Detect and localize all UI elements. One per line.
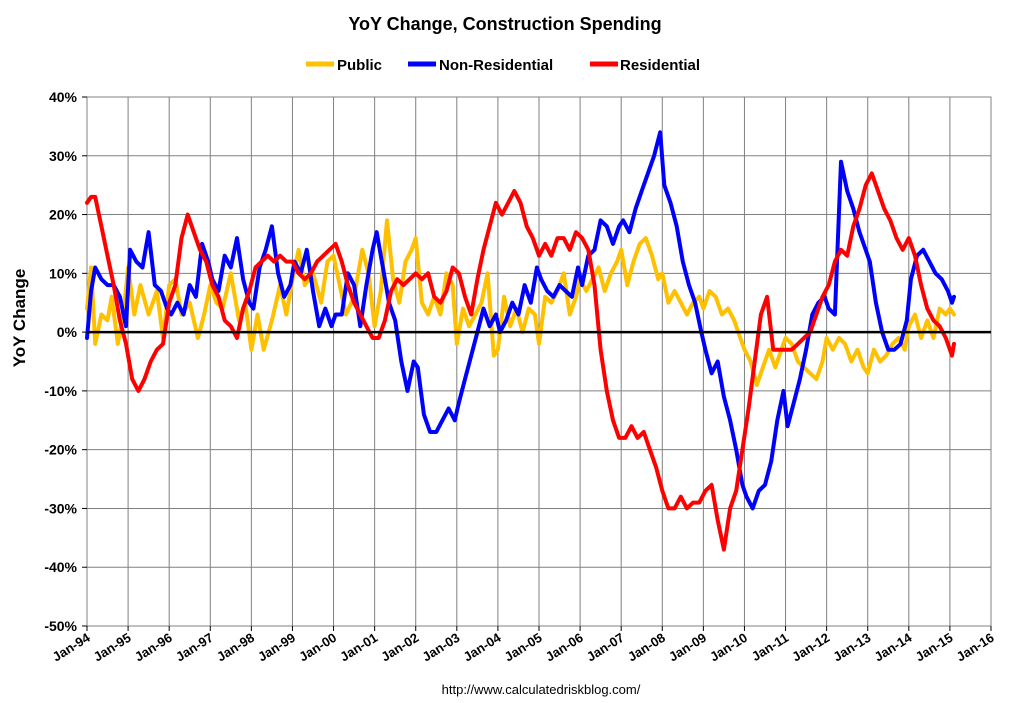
series-line-public [85, 218, 956, 387]
x-tick-label: Jan-14 [872, 629, 916, 664]
x-tick-label: Jan-99 [255, 630, 298, 665]
x-tick-label: Jan-09 [666, 630, 709, 665]
x-tick-label: Jan-97 [173, 630, 216, 665]
x-tick-label: Jan-96 [132, 630, 175, 665]
x-tick-label: Jan-15 [913, 630, 956, 665]
x-axis-ticks: Jan-94Jan-95Jan-96Jan-97Jan-98Jan-99Jan-… [50, 626, 997, 664]
x-tick-label: Jan-11 [749, 630, 791, 664]
series-line-non-residential [85, 130, 956, 511]
source-url: http://www.calculatedriskblog.com/ [442, 682, 641, 697]
y-axis-label: YoY Change [10, 269, 29, 368]
y-tick-label: -40% [44, 559, 77, 575]
x-gridlines [86, 97, 992, 626]
x-tick-label: Jan-13 [830, 630, 873, 665]
x-tick-label: Jan-98 [214, 630, 257, 665]
x-tick-label: Jan-94 [50, 629, 94, 664]
x-tick-label: Jan-00 [296, 630, 339, 665]
x-tick-label: Jan-02 [378, 630, 421, 665]
y-tick-label: -20% [44, 442, 77, 458]
x-tick-label: Jan-07 [584, 630, 627, 665]
y-tick-label: 0% [57, 324, 78, 340]
chart-title: YoY Change, Construction Spending [348, 14, 661, 34]
x-tick-label: Jan-01 [337, 630, 380, 665]
x-tick-label: Jan-10 [707, 630, 750, 665]
x-tick-label: Jan-04 [461, 629, 505, 664]
x-tick-label: Jan-08 [625, 630, 668, 665]
y-tick-label: -50% [44, 618, 77, 634]
x-tick-label: Jan-95 [91, 630, 134, 665]
legend-label-residential: Residential [620, 57, 700, 74]
y-tick-label: 30% [49, 148, 78, 164]
y-tick-label: 10% [49, 265, 78, 281]
legend-label-nonresidential: Non-Residential [439, 57, 553, 74]
legend: Public Non-Residential Residential [306, 57, 700, 74]
legend-label-public: Public [337, 57, 382, 74]
x-tick-label: Jan-12 [789, 630, 832, 665]
y-tick-label: -10% [44, 383, 77, 399]
x-tick-label: Jan-16 [954, 630, 997, 665]
series-line-residential [85, 171, 956, 552]
y-tick-label: -30% [44, 500, 77, 516]
x-tick-label: Jan-05 [502, 630, 545, 665]
y-axis-ticks: 40% 30% 20% 10% 0% -10% -20% -30% -40% -50% [44, 89, 87, 634]
y-tick-label: 40% [49, 89, 78, 105]
x-tick-label: Jan-03 [420, 630, 463, 665]
y-tick-label: 20% [49, 207, 78, 223]
x-tick-label: Jan-06 [543, 630, 586, 665]
series-layer [85, 130, 956, 552]
